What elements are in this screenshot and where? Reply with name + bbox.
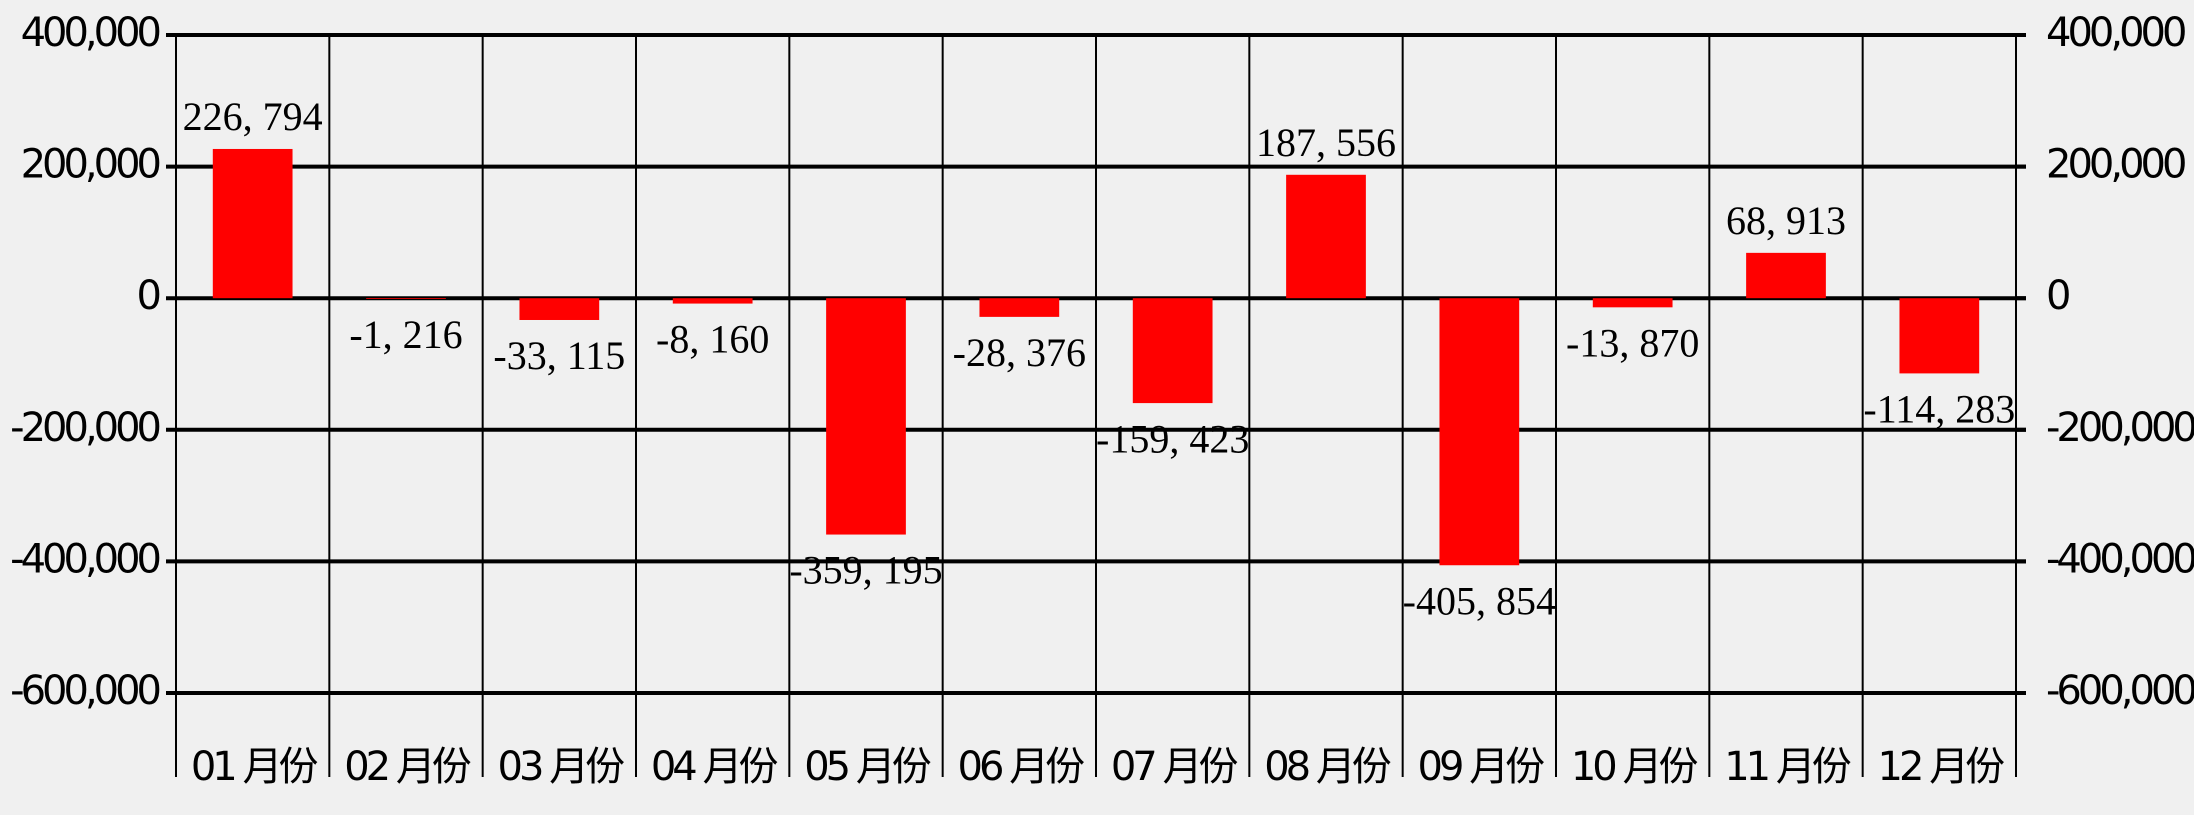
- bar: [1286, 174, 1366, 299]
- bar: [1439, 298, 1520, 566]
- x-tick-label: 07 月份: [1111, 744, 1238, 790]
- y2-tick-label: 200,000: [2046, 142, 2185, 188]
- bar: [366, 298, 446, 300]
- bar: [979, 298, 1060, 317]
- value-label: -359, 195: [789, 548, 942, 593]
- value-label: -114, 283: [1863, 387, 2015, 432]
- bar: [1132, 298, 1213, 404]
- y-tick-label: -400,000: [10, 536, 159, 582]
- value-label: -1, 216: [349, 312, 462, 357]
- y-tick-label: 200,000: [21, 142, 160, 188]
- bar: [1746, 252, 1826, 299]
- bar: [672, 298, 753, 304]
- value-label: -28, 376: [953, 330, 1086, 375]
- value-label: -33, 115: [493, 333, 625, 378]
- value-label: -159, 423: [1096, 416, 1249, 461]
- x-tick-label: 02 月份: [344, 744, 471, 790]
- value-label: 68, 913: [1726, 198, 1846, 243]
- y-tick-label: 400,000: [21, 10, 160, 56]
- x-tick-label: 12 月份: [1878, 744, 2005, 790]
- y-tick-label: -600,000: [10, 668, 159, 714]
- x-tick-label: 05 月份: [804, 744, 931, 790]
- bar: [1592, 298, 1673, 308]
- x-tick-label: 10 月份: [1571, 744, 1698, 790]
- bar: [212, 148, 293, 299]
- value-label: -8, 160: [656, 317, 769, 362]
- value-label: -405, 854: [1403, 578, 1556, 623]
- y2-tick-label: 0: [2046, 273, 2069, 319]
- x-tick-label: 09 月份: [1418, 744, 1545, 790]
- x-tick-label: 06 月份: [958, 744, 1085, 790]
- bar: [1899, 298, 1980, 374]
- y2-tick-label: -200,000: [2046, 405, 2194, 451]
- bar: [826, 298, 906, 535]
- x-tick-label: 04 月份: [651, 744, 778, 790]
- value-label: -13, 870: [1566, 320, 1699, 365]
- value-label: 226, 794: [183, 94, 323, 139]
- y-tick-label: 0: [137, 273, 160, 319]
- y2-tick-label: -600,000: [2046, 668, 2194, 714]
- bar: [519, 298, 600, 320]
- x-tick-label: 03 月份: [498, 744, 625, 790]
- x-tick-label: 11 月份: [1724, 744, 1851, 790]
- y2-tick-label: -400,000: [2046, 536, 2194, 582]
- value-label: 187, 556: [1256, 120, 1396, 165]
- y2-tick-label: 400,000: [2046, 10, 2185, 56]
- x-tick-label: 01 月份: [191, 744, 318, 790]
- x-tick-label: 08 月份: [1264, 744, 1391, 790]
- y-tick-label: -200,000: [10, 405, 159, 451]
